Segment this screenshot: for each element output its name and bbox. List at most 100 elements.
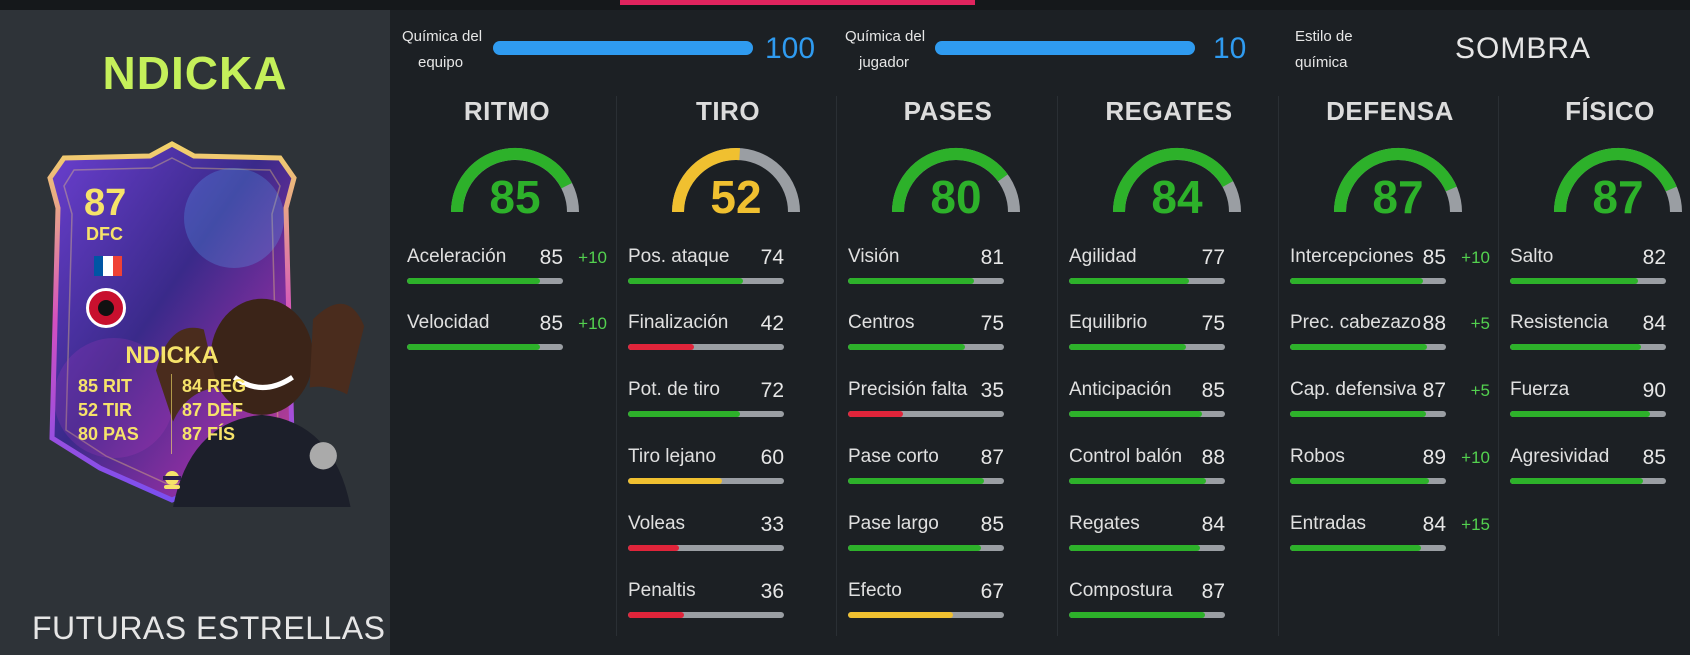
stat-bar-fill [407,278,540,284]
stat-value: 67 [980,580,1004,603]
stat-row: Control balón 88 [1069,446,1269,496]
stat-bar-track [628,478,784,484]
column-divider [1498,96,1499,636]
stat-value: 74 [760,246,784,269]
stat-value: 72 [760,379,784,402]
team-chem-value: 100 [765,32,816,65]
stat-bar-track [1290,411,1446,417]
category-value: 87 [1372,171,1424,223]
column-divider [1278,96,1279,636]
stat-row: Compostura 87 [1069,580,1269,630]
stat-value: 85 [1642,446,1666,469]
stat-bar-fill [628,344,694,350]
stat-bar-fill [1290,411,1426,417]
category-title: DEFENSA [1326,96,1454,126]
stat-name: Centros [848,312,915,333]
category-value: 52 [710,171,762,223]
stat-boost: +5 [1470,314,1490,333]
stat-row: Pos. ataque 74 [628,246,828,296]
stat-name: Penaltis [628,580,696,601]
stat-bar-fill [1510,344,1642,350]
player-card[interactable]: 87 DFC NDICKA 85 RIT 52 TIR 80 PAS 84 RE… [44,138,365,507]
stat-bar-fill [848,545,981,551]
stat-row: Agresividad 85 [1510,446,1690,496]
stat-boost: +10 [1461,448,1490,467]
stat-bar-fill [628,411,741,417]
gauge-fill [1334,148,1457,213]
chem-style-value[interactable]: SOMBRA [1455,32,1592,65]
stat-value: 88 [1422,312,1446,335]
stat-value: 85 [539,246,563,269]
stat-name: Anticipación [1069,379,1172,400]
card-stat-def: 87 DEF [182,400,244,420]
stat-bar-track [848,411,1004,417]
stat-value: 85 [1201,379,1225,402]
stat-bar-track [848,612,1004,618]
stat-name: Agresividad [1510,446,1610,467]
player-chem-value: 10 [1213,32,1247,65]
category-gauge [892,148,1020,213]
stat-value: 33 [760,513,784,536]
gauge-fill [672,148,741,213]
stat-bar-track [1069,278,1225,284]
stat-name: Tiro lejano [628,446,717,467]
stat-bar-fill [628,478,722,484]
chem-style-label: Estilo de química [1295,28,1353,71]
stat-bar-fill [848,478,984,484]
stat-value: 84 [1422,513,1446,536]
stat-name: Efecto [848,580,902,601]
stat-name: Pase largo [848,513,939,534]
stat-name: Robos [1290,446,1345,467]
column-divider [616,96,617,636]
category-gauge [451,148,579,213]
stat-row: Precisión falta 35 [848,379,1048,429]
stat-value: 75 [1201,312,1225,335]
stat-value: 84 [1201,513,1225,536]
card-stat-divider [171,374,172,454]
stat-bar-fill [628,545,680,551]
card-stat-rit: 85 RIT [78,376,133,396]
stat-boost: +10 [578,314,607,333]
stat-bar-fill [1069,545,1201,551]
stat-row: Salto 82 [1510,246,1690,296]
stat-row: Efecto 67 [848,580,1048,630]
stat-bar-fill [1069,344,1186,350]
stat-value: 89 [1422,446,1446,469]
category-value: 85 [489,171,541,223]
card-stat-pas: 80 PAS [78,424,139,444]
stat-bar-fill [1069,411,1202,417]
stat-bar-fill [1069,612,1205,618]
gauge-fill [1554,148,1677,213]
stat-value: 85 [539,312,563,335]
stat-value: 87 [980,446,1004,469]
stat-bar-fill [1290,278,1423,284]
column-divider [1057,96,1058,636]
stat-row: Intercepciones 85 +10 [1290,246,1490,296]
stat-name: Pos. ataque [628,246,730,267]
stat-bar-track [1510,278,1666,284]
stat-name: Equilibrio [1069,312,1148,333]
stat-bar-fill [1510,478,1643,484]
column-divider [836,96,837,636]
stat-value: 87 [1422,379,1446,402]
stat-row: Robos 89 +10 [1290,446,1490,496]
stat-row: Finalización 42 [628,312,828,362]
stat-row: Pase largo 85 [848,513,1048,563]
stat-boost: +10 [578,248,607,267]
stat-bar-fill [1069,478,1207,484]
stat-row: Visión 81 [848,246,1048,296]
stat-value: 87 [1201,580,1225,603]
stat-bar-track [628,545,784,551]
category-title: FÍSICO [1565,96,1655,126]
stat-value: 75 [980,312,1004,335]
stat-name: Agilidad [1069,246,1137,267]
category-title: RITMO [463,96,551,126]
card-stat-tir: 52 TIR [78,400,133,420]
category-title: PASES [903,96,993,126]
stat-row: Aceleración 85 +10 [407,246,607,296]
stat-bar-fill [1290,344,1428,350]
stat-row: Equilibrio 75 [1069,312,1269,362]
player-chem-label: Química del jugador [845,28,926,71]
stat-bar-track [1290,545,1446,551]
stat-value: 81 [980,246,1004,269]
